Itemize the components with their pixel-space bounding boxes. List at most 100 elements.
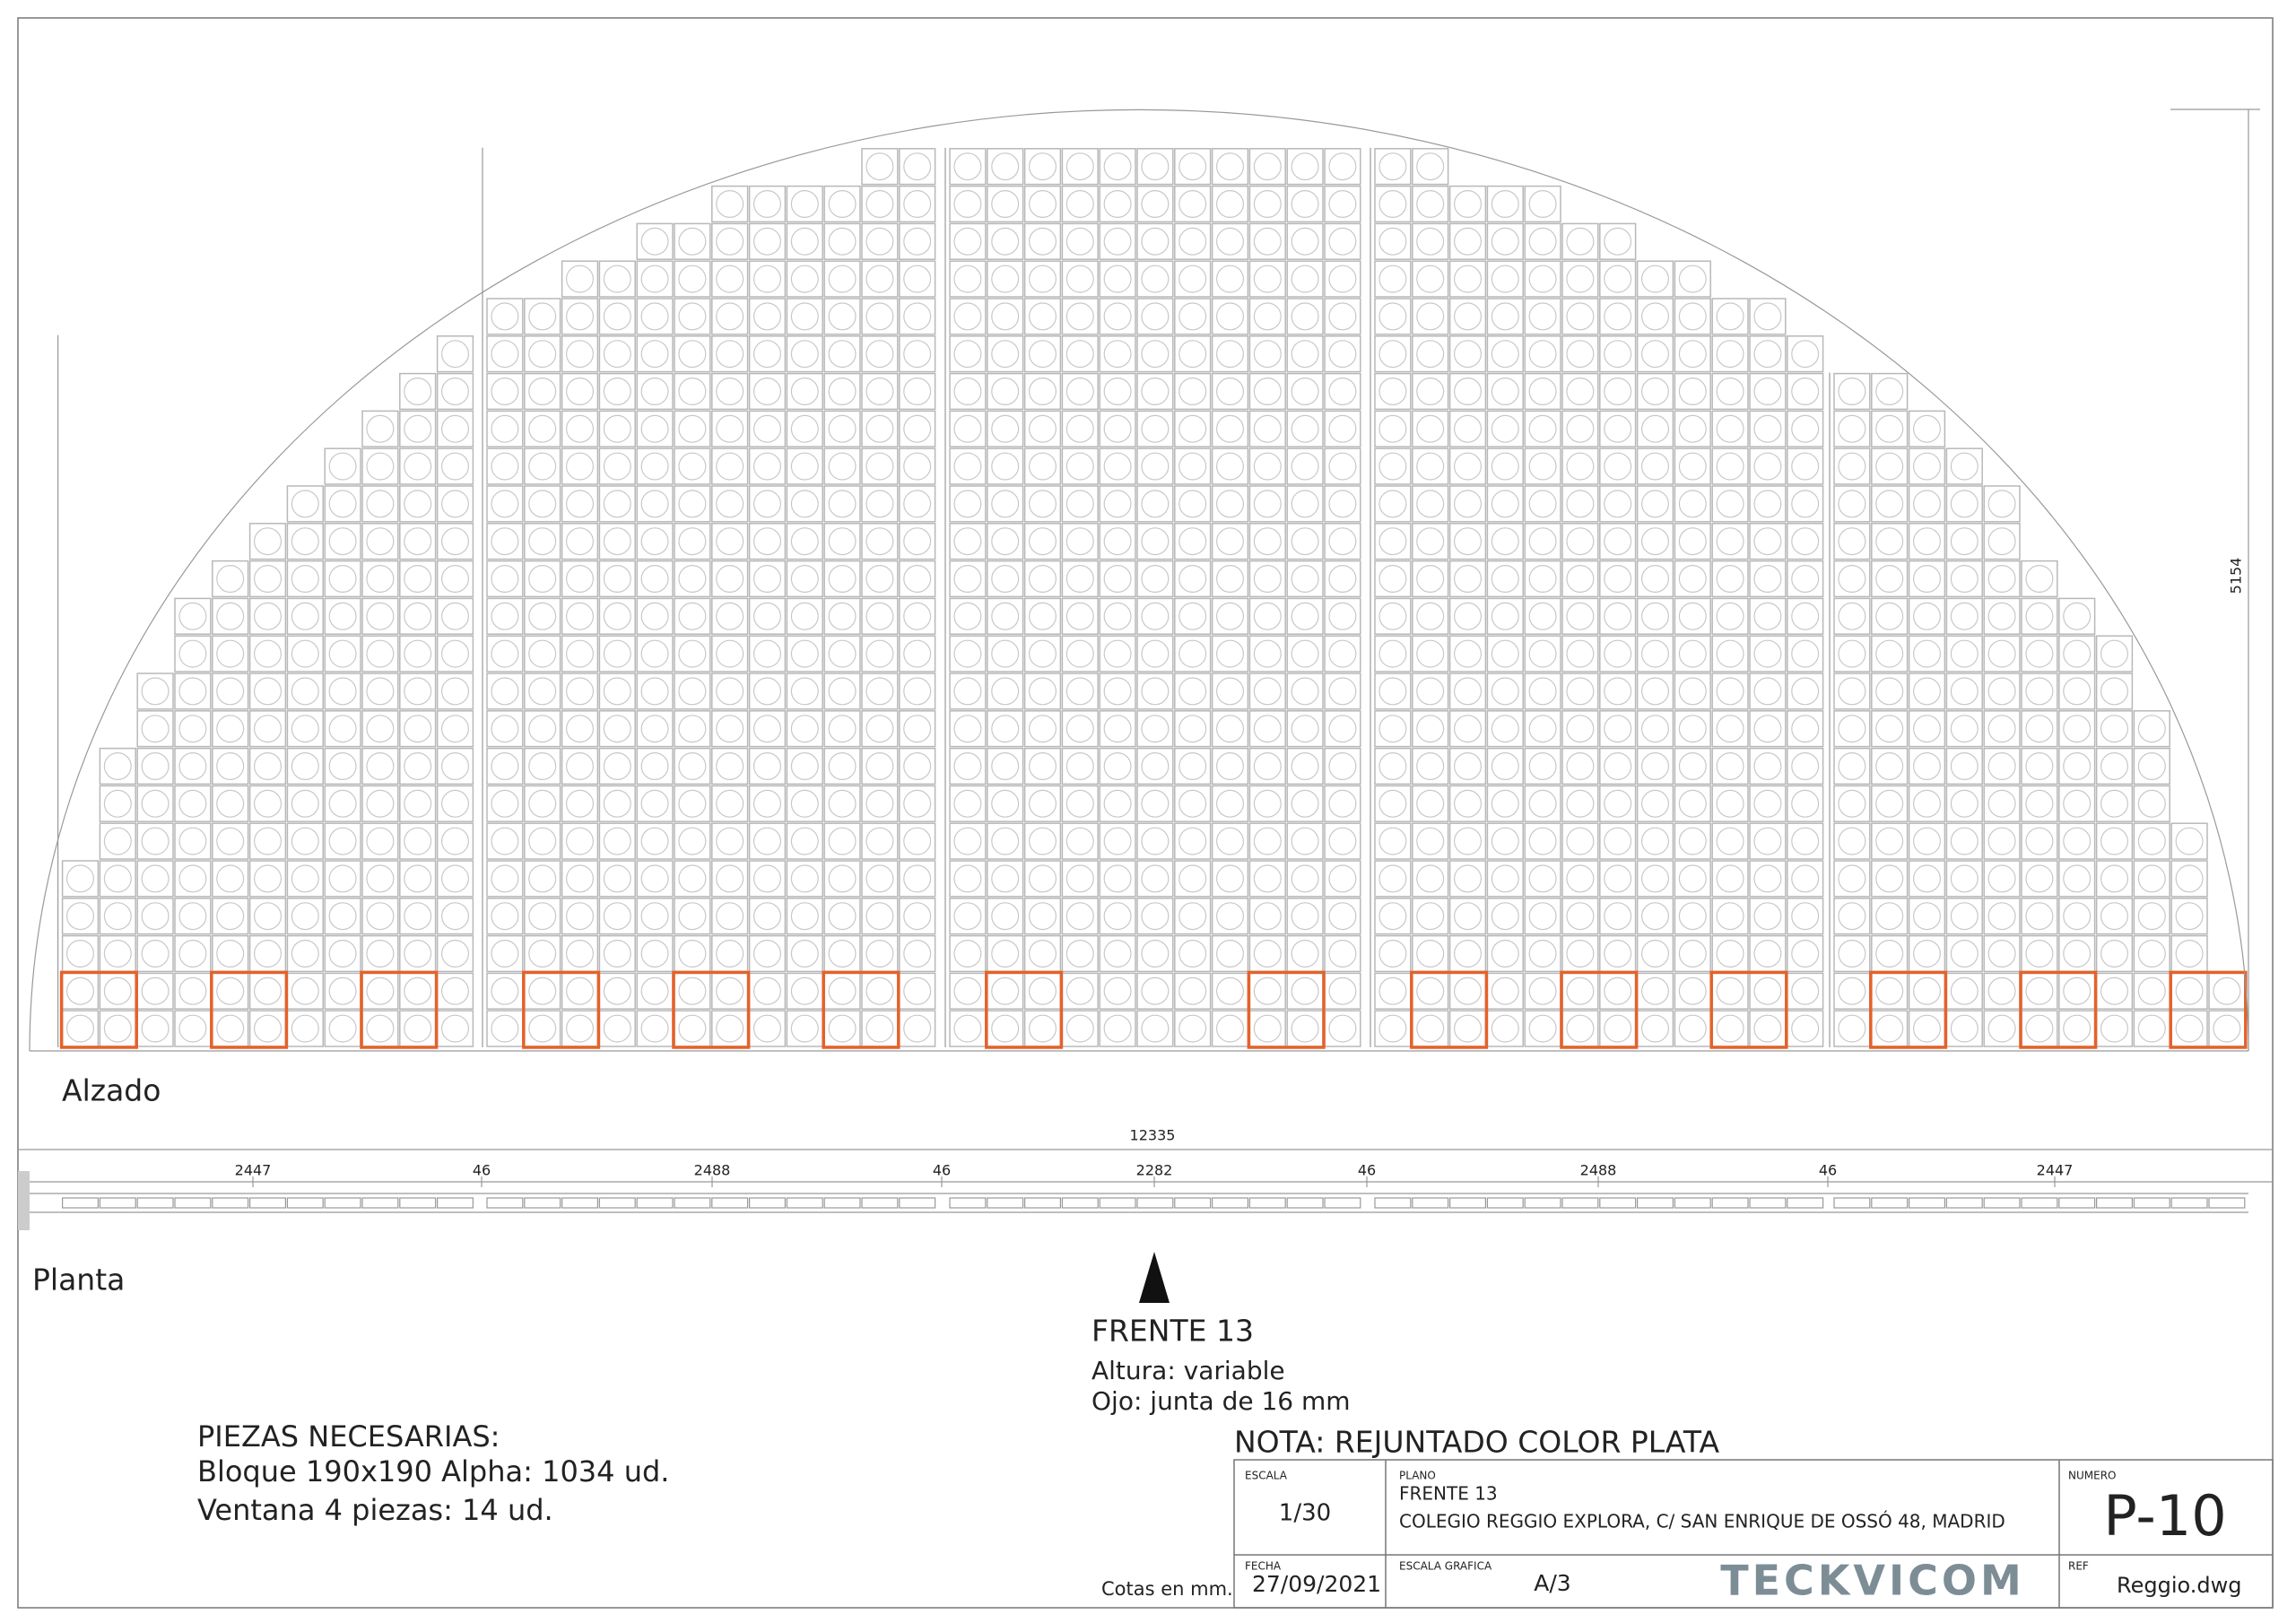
block-ring	[291, 715, 319, 743]
block	[1599, 860, 1637, 898]
block	[2021, 597, 2058, 635]
block	[1136, 822, 1174, 860]
plan-block	[1711, 1197, 1749, 1209]
block-ring	[103, 789, 132, 818]
block-ring	[1604, 751, 1632, 780]
block	[1524, 260, 1561, 298]
block-ring	[1028, 564, 1057, 593]
block-ring	[2025, 602, 2054, 630]
block-ring	[640, 789, 669, 818]
block-ring	[1528, 902, 1557, 931]
block-ring	[565, 939, 594, 968]
block	[524, 372, 561, 411]
block	[861, 148, 899, 186]
block-ring	[1875, 564, 1904, 593]
block-ring	[1678, 564, 1707, 593]
block-ring	[1678, 639, 1707, 668]
block-ring	[640, 827, 669, 855]
block	[1561, 298, 1599, 335]
block	[524, 597, 561, 635]
block-ring	[1028, 452, 1057, 481]
block-ring	[1716, 976, 1744, 1005]
block-ring	[1604, 302, 1632, 331]
block-ring	[1491, 490, 1519, 518]
block	[598, 372, 636, 411]
block	[2133, 747, 2170, 785]
block	[823, 372, 861, 411]
block-ring	[1491, 527, 1519, 556]
block	[1248, 335, 1286, 373]
block	[1174, 597, 1212, 635]
block	[674, 898, 711, 935]
block	[636, 972, 674, 1010]
block	[1324, 635, 1361, 673]
block-ring	[1753, 302, 1782, 331]
block	[361, 785, 399, 822]
block-ring	[1378, 452, 1407, 481]
block-ring	[828, 602, 857, 630]
block	[1211, 185, 1249, 223]
block	[899, 898, 936, 935]
block-ring	[865, 302, 894, 331]
block-ring	[103, 902, 132, 931]
block-ring	[1838, 751, 1866, 780]
block	[2208, 1010, 2246, 1047]
block	[99, 785, 136, 822]
block-ring	[1791, 414, 1820, 443]
block-ring	[1528, 452, 1557, 481]
block	[1486, 298, 1524, 335]
block	[286, 785, 324, 822]
block	[1486, 335, 1524, 373]
block	[2021, 710, 2058, 748]
block	[1061, 260, 1099, 298]
block	[524, 410, 561, 447]
block-ring	[404, 1014, 432, 1043]
block	[1023, 972, 1062, 1010]
block-ring	[1253, 639, 1282, 668]
block-ring	[1103, 452, 1132, 481]
block	[1524, 785, 1561, 822]
block	[748, 260, 787, 298]
block	[361, 523, 399, 560]
block	[524, 673, 561, 710]
block	[361, 673, 399, 710]
block-ring	[1678, 414, 1707, 443]
block	[2058, 785, 2096, 822]
block	[786, 710, 823, 748]
block	[399, 372, 437, 411]
block-ring	[752, 639, 781, 668]
block-ring	[491, 939, 519, 968]
block-ring	[1291, 227, 1319, 256]
block	[987, 447, 1024, 485]
block-ring	[65, 902, 94, 931]
block-ring	[2063, 715, 2092, 743]
block-ring	[1215, 340, 1244, 369]
block-ring	[1453, 751, 1482, 780]
block-ring	[1678, 789, 1707, 818]
block	[1524, 747, 1561, 785]
block	[436, 934, 474, 973]
block	[399, 710, 437, 748]
block-ring	[1065, 564, 1094, 593]
block-ring	[1253, 827, 1282, 855]
block-ring	[640, 677, 669, 706]
block-ring	[1987, 564, 2016, 593]
block	[1099, 1010, 1136, 1047]
block-ring	[328, 490, 357, 518]
block	[1211, 485, 1249, 523]
block-ring	[2137, 939, 2166, 968]
block-ring	[565, 490, 594, 518]
block	[949, 410, 987, 447]
block	[174, 898, 212, 935]
block-ring	[216, 602, 245, 630]
wall-stub	[18, 1171, 30, 1230]
block	[636, 822, 674, 860]
block	[324, 523, 361, 560]
block-ring	[752, 527, 781, 556]
block-ring	[790, 378, 819, 406]
block	[1248, 185, 1286, 223]
block	[1636, 673, 1674, 710]
block-ring	[366, 564, 395, 593]
block	[2058, 1010, 2096, 1047]
block	[674, 747, 711, 785]
